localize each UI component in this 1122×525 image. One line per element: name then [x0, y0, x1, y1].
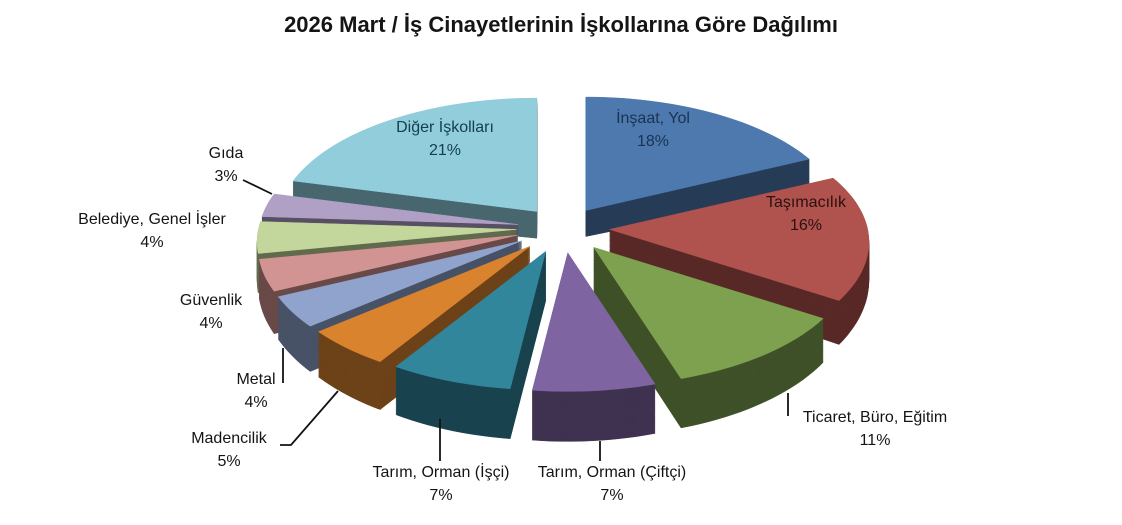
pie-slice-guvenlik[interactable] — [258, 234, 518, 292]
pie-slice-ticaret-buro-egitim[interactable] — [593, 246, 824, 379]
pie-slice-tarim-orman-isci[interactable] — [395, 250, 547, 390]
pie-slice-tasimacilik[interactable] — [608, 177, 870, 301]
leader-line-gida — [242, 179, 273, 195]
pie-slice-belediye-genel-isler[interactable] — [256, 221, 517, 254]
pie-slice-gida[interactable] — [261, 193, 518, 225]
pie-slice-tarim-orman-ciftci[interactable] — [531, 252, 656, 392]
pie-slice-insaat-yol[interactable] — [585, 96, 810, 211]
pie-slice-diger-iskollari[interactable] — [292, 97, 538, 212]
pie-slice-metal[interactable] — [277, 240, 522, 327]
chart-title: 2026 Mart / İş Cinayetlerinin İşkolların… — [284, 12, 838, 37]
pie-slice-madencilik[interactable] — [317, 246, 531, 362]
leader-line-madencilik — [280, 390, 339, 446]
